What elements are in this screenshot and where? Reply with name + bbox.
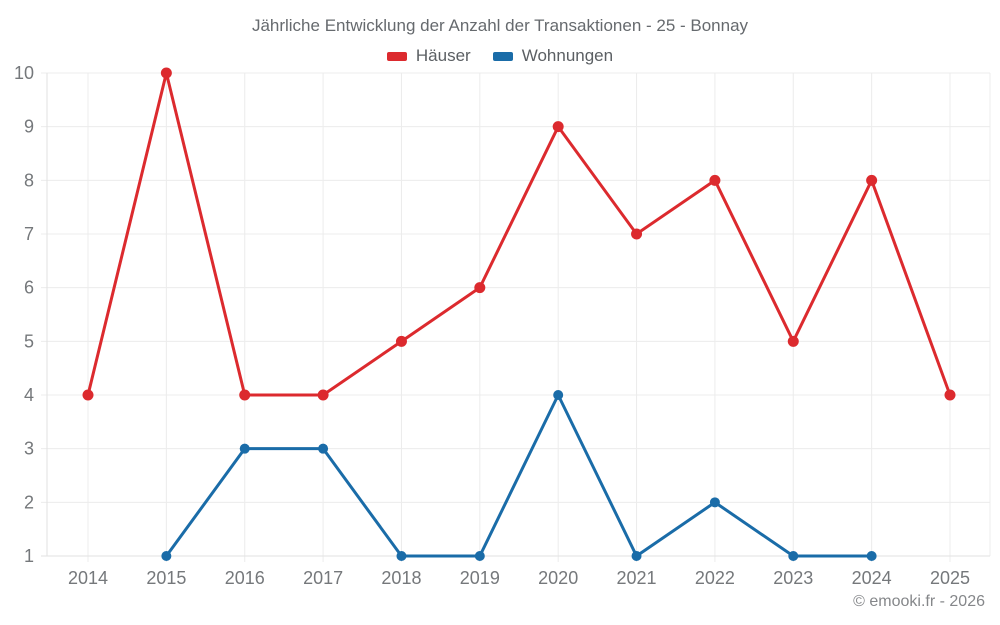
data-point-hauser	[866, 174, 878, 186]
data-point-wohnungen	[866, 551, 877, 561]
y-axis-tick-label: 7	[24, 224, 34, 244]
x-axis-tick-label: 2023	[773, 568, 813, 588]
data-point-wohnungen	[161, 551, 172, 561]
y-axis-tick-label: 1	[24, 546, 34, 566]
y-axis-tick-label: 5	[24, 331, 34, 351]
data-point-hauser	[82, 389, 94, 401]
data-point-hauser	[474, 282, 486, 294]
chart-legend: Häuser Wohnungen	[0, 46, 1000, 66]
x-axis-tick-label: 2017	[303, 568, 343, 588]
x-axis-tick-label: 2019	[460, 568, 500, 588]
x-axis-tick-label: 2021	[617, 568, 657, 588]
x-axis-tick-label: 2018	[381, 568, 421, 588]
x-axis-tick-label: 2024	[852, 568, 892, 588]
data-point-wohnungen	[631, 551, 642, 561]
legend-label-hauser: Häuser	[415, 46, 471, 65]
series-line-hauser	[86, 72, 952, 397]
x-axis-tick-label: 2016	[225, 568, 265, 588]
y-axis-tick-label: 4	[24, 385, 34, 405]
data-point-hauser	[395, 335, 407, 347]
legend-swatch-wohnungen-icon	[492, 51, 513, 61]
data-point-hauser	[709, 174, 721, 186]
y-axis-tick-label: 3	[24, 439, 34, 459]
data-point-wohnungen	[788, 551, 799, 561]
legend-item-wohnungen[interactable]: Wohnungen	[492, 46, 614, 66]
data-point-wohnungen	[553, 390, 564, 400]
copyright-text: © emooki.fr - 2026	[853, 593, 985, 610]
x-axis-tick-label: 2022	[695, 568, 735, 588]
data-point-hauser	[552, 121, 564, 133]
data-point-wohnungen	[709, 497, 720, 508]
x-axis-tick-label: 2025	[930, 568, 970, 588]
x-axis-tick-label: 2014	[68, 568, 108, 588]
data-point-hauser	[787, 335, 799, 347]
data-point-hauser	[239, 389, 251, 401]
y-axis-tick-label: 10	[14, 63, 34, 83]
data-point-wohnungen	[239, 443, 250, 454]
legend-label-wohnungen: Wohnungen	[521, 46, 614, 65]
data-point-wohnungen	[474, 551, 485, 561]
data-point-hauser	[317, 389, 329, 401]
data-point-wohnungen	[396, 551, 407, 561]
chart-title: Jährliche Entwicklung der Anzahl der Tra…	[251, 16, 749, 35]
y-axis-tick-label: 6	[24, 278, 34, 298]
data-point-hauser	[631, 228, 643, 240]
y-axis-tick-label: 2	[24, 492, 34, 512]
data-point-hauser	[160, 67, 172, 79]
legend-swatch-hauser-icon	[386, 51, 407, 61]
legend-item-hauser[interactable]: Häuser	[386, 46, 471, 66]
data-point-hauser	[944, 389, 956, 401]
series-line-wohnungen	[165, 391, 872, 559]
y-axis-tick-label: 9	[24, 117, 34, 137]
x-axis-tick-label: 2020	[538, 568, 578, 588]
y-axis-tick-label: 8	[24, 170, 34, 190]
x-axis-tick-label: 2015	[146, 568, 186, 588]
data-point-wohnungen	[318, 443, 329, 454]
